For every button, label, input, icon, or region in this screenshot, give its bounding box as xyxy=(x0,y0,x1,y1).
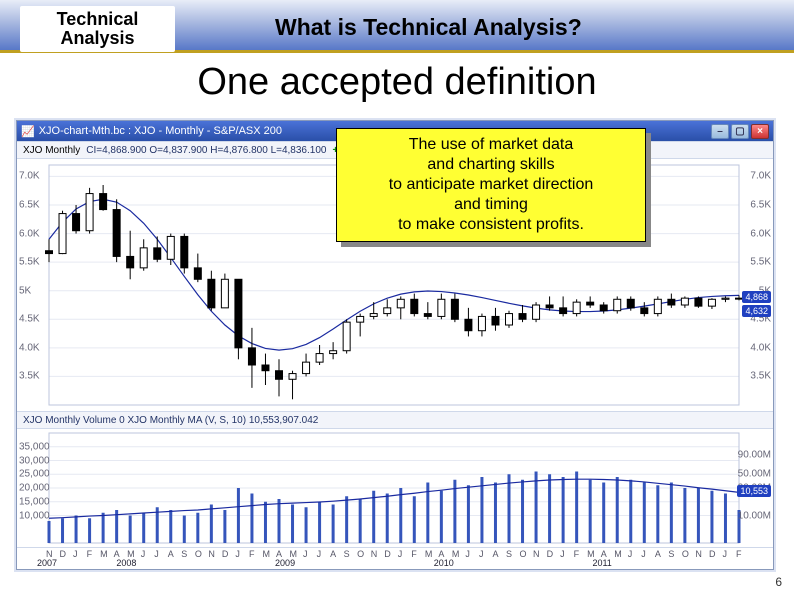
volume-ma-tag: 10,553 xyxy=(737,485,771,497)
xaxis-year-label: 2009 xyxy=(275,558,295,568)
xaxis-month-label: J xyxy=(303,549,308,559)
xaxis-month-label: J xyxy=(317,549,322,559)
volume-chart-panel: 10,000 15,000 20,000 25,000 30,000 35,000 10.… xyxy=(17,429,773,567)
callout-line-4: and timing xyxy=(347,195,635,215)
xaxis-month-label: F xyxy=(87,549,93,559)
definition-callout: The use of market data and charting skil… xyxy=(336,128,646,242)
volume-ytick-label-right: 10.00M xyxy=(738,510,771,521)
xaxis-month-label: M xyxy=(425,549,433,559)
xaxis-month-label: S xyxy=(344,549,350,559)
xaxis-month-label: D xyxy=(384,549,391,559)
price-ytick-label: 7.0K xyxy=(19,171,40,182)
xaxis-month-label: A xyxy=(655,549,661,559)
xaxis-month-label: A xyxy=(492,549,498,559)
xaxis-month-label: S xyxy=(181,549,187,559)
page-number: 6 xyxy=(775,575,782,589)
xaxis-month-label: J xyxy=(641,549,646,559)
price-ytick-label: 3.5K xyxy=(19,371,40,382)
window-maximize-button[interactable]: ▢ xyxy=(731,124,749,139)
price-header-stats: CI=4,868.900 O=4,837.900 H=4,876.800 L=4… xyxy=(86,145,326,156)
xaxis-month-label: J xyxy=(479,549,484,559)
xaxis-month-label: J xyxy=(465,549,470,559)
xaxis-year-label: 2008 xyxy=(116,558,136,568)
callout-line-2: and charting skills xyxy=(347,155,635,175)
price-ytick-label: 5K xyxy=(19,285,31,296)
xaxis-month-label: D xyxy=(222,549,229,559)
xaxis-month-label: J xyxy=(235,549,240,559)
price-ytick-label: 5.5K xyxy=(19,257,40,268)
xaxis-year-label: 2010 xyxy=(434,558,454,568)
volume-ytick-label: 25,000 xyxy=(19,469,50,480)
price-ytick-label: 4.5K xyxy=(19,314,40,325)
xaxis-month-label: O xyxy=(520,549,527,559)
volume-ytick-label: 30,000 xyxy=(19,455,50,466)
header-left-box: Technical Analysis xyxy=(20,6,175,52)
xaxis-month-label: J xyxy=(628,549,633,559)
volume-ytick-label-right: 50.00M xyxy=(738,469,771,480)
header-left-line2: Analysis xyxy=(60,28,134,48)
price-ytick-label: 5.5K xyxy=(750,257,771,268)
window-app-icon: 📈 xyxy=(21,125,35,138)
xaxis-month-label: F xyxy=(574,549,580,559)
xaxis-year-label: 2011 xyxy=(592,558,611,568)
price-ytick-label: 7.0K xyxy=(750,171,771,182)
header-title: What is Technical Analysis? xyxy=(275,14,774,41)
xaxis-month-label: J xyxy=(398,549,403,559)
price-last-tag-2: 4,632 xyxy=(742,305,771,317)
main-title: One accepted definition xyxy=(0,53,794,108)
xaxis-month-label: D xyxy=(60,549,67,559)
xaxis-month-label: M xyxy=(100,549,108,559)
callout-line-3: to anticipate market direction xyxy=(347,175,635,195)
price-header-symbol: XJO Monthly xyxy=(23,145,80,156)
xaxis-month-label: D xyxy=(709,549,716,559)
callout-line-1: The use of market data xyxy=(347,135,635,155)
xaxis-month-label: F xyxy=(736,549,742,559)
xaxis-month-label: J xyxy=(722,549,727,559)
price-ytick-label: 6.0K xyxy=(19,228,40,239)
xaxis-month-label: M xyxy=(614,549,622,559)
xaxis-month-label: J xyxy=(73,549,78,559)
volume-ytick-label-right: 90.00M xyxy=(738,450,771,461)
xaxis-month-label: N xyxy=(208,549,215,559)
xaxis-month-label: N xyxy=(533,549,540,559)
xaxis-month-label: F xyxy=(411,549,417,559)
price-ytick-label: 4.0K xyxy=(19,342,40,353)
xaxis-month-label: A xyxy=(330,549,336,559)
price-ytick-label: 6.0K xyxy=(750,228,771,239)
xaxis-month-label: N xyxy=(695,549,702,559)
xaxis-month-label: O xyxy=(195,549,202,559)
slide-header: Technical Analysis What is Technical Ana… xyxy=(0,0,794,53)
xaxis-month-label: S xyxy=(506,549,512,559)
window-close-button[interactable]: × xyxy=(751,124,769,139)
xaxis-month-label: J xyxy=(560,549,565,559)
volume-ytick-label: 10,000 xyxy=(19,510,50,521)
volume-ytick-label: 20,000 xyxy=(19,483,50,494)
xaxis-month-label: M xyxy=(262,549,270,559)
volume-header-text: XJO Monthly Volume 0 XJO Monthly MA (V, … xyxy=(23,415,318,426)
xaxis-month-label: O xyxy=(682,549,689,559)
volume-ytick-label: 15,000 xyxy=(19,496,50,507)
xaxis-month-label: O xyxy=(357,549,364,559)
price-last-tag-1: 4,868 xyxy=(742,291,771,303)
price-ytick-label: 6.5K xyxy=(750,200,771,211)
xaxis-month-label: J xyxy=(141,549,146,559)
xaxis-month-label: S xyxy=(668,549,674,559)
xaxis-month-label: F xyxy=(249,549,255,559)
price-ytick-label: 4.0K xyxy=(750,342,771,353)
price-ytick-label: 6.5K xyxy=(19,200,40,211)
volume-panel-header: XJO Monthly Volume 0 XJO Monthly MA (V, … xyxy=(17,411,773,429)
price-ytick-label: 3.5K xyxy=(750,371,771,382)
xaxis-month-label: N xyxy=(371,549,378,559)
window-title: XJO-chart-Mth.bc : XJO - Monthly - S&P/A… xyxy=(39,125,282,137)
xaxis-month-label: A xyxy=(168,549,174,559)
header-left-line1: Technical xyxy=(57,9,139,29)
volume-ytick-label: 35,000 xyxy=(19,441,50,452)
xaxis-year-label: 2007 xyxy=(37,558,57,568)
xaxis-month-label: D xyxy=(547,549,554,559)
xaxis-month-label: J xyxy=(154,549,159,559)
window-minimize-button[interactable]: – xyxy=(711,124,729,139)
callout-line-5: to make consistent profits. xyxy=(347,215,635,235)
